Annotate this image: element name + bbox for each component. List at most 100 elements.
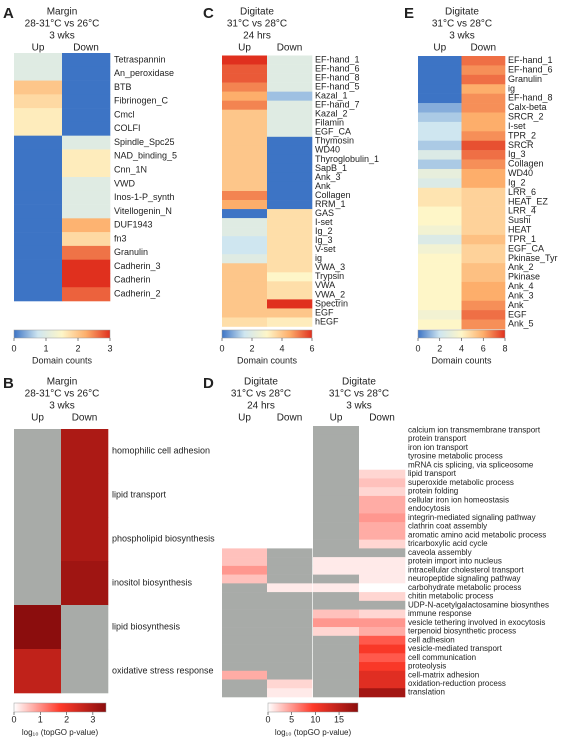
heatmap-cell [62,232,111,247]
heatmap-cell [267,583,313,593]
heatmap-cell [359,548,406,558]
heatmap-cell [222,662,268,672]
row-label: Pkinase [508,272,540,282]
heatmap-cell [418,300,462,311]
row-label: EGF_CA [315,127,351,137]
panel-title: Margin [47,7,78,18]
heatmap-cell [61,605,109,650]
row-label: DUF1943 [114,220,153,230]
heatmap-cell [222,600,268,610]
row-label: LRR_4 [508,206,536,216]
heatmap-cell [222,299,268,309]
heatmap-cell [267,600,313,610]
row-label: ig [508,83,515,93]
row-label: phospholipid biosynthesis [112,533,215,543]
column-label: Up [330,413,343,424]
heatmap-cell [222,200,268,210]
heatmap-cell [222,181,268,192]
colorbar-label: Domain counts [431,355,492,365]
row-label: Ig_3 [508,149,526,159]
heatmap-cell [359,522,406,532]
row-label: Cadherin_3 [114,261,161,271]
heatmap-cell [267,100,313,110]
panel-title: 31°C vs 28°C [432,19,492,30]
heatmap-cell [461,300,506,311]
heatmap-cell [313,679,360,689]
row-label: UDP-N-acetylgalactosamine biosynthes [408,600,549,609]
heatmap-cell [62,245,111,260]
heatmap-cell [267,154,313,165]
heatmap-cell [222,644,268,654]
row-label: Ank_3 [508,290,534,300]
row-label: vesicle tethering involved in exocytosis [408,618,545,627]
heatmap-cell [359,574,406,584]
heatmap-cell [359,530,406,540]
heatmap-cell [418,263,462,273]
panel-title: 24 hrs [247,401,275,412]
colorbar-tick-label: 6 [481,343,486,353]
heatmap-cell [267,434,313,444]
heatmap-cell [313,618,360,628]
row-label: tyrosine metabolic process [408,452,503,461]
colorbar-tick-label: 4 [459,343,464,353]
heatmap-cell [418,234,462,245]
heatmap-cell [267,548,313,558]
heatmap-cell [267,73,313,83]
heatmap-cell [62,190,111,205]
panel-title: 3 wks [449,31,475,42]
heatmap-cell [14,177,63,192]
heatmap-cell [267,469,313,479]
row-label: WD40 [315,145,340,155]
column-label: Up [31,413,44,424]
heatmap-cell [267,281,313,291]
heatmap-cell [461,84,506,94]
heatmap-cell [418,84,462,94]
colorbar-tick-label: 0 [415,343,420,353]
heatmap-cell [313,635,360,645]
panel-title: Digitate [244,377,278,388]
heatmap-cell [267,426,313,436]
row-label: Spindle_Spc25 [114,137,175,147]
heatmap-cell [313,426,360,436]
heatmap-cell [267,662,313,672]
heatmap-cell [267,172,313,183]
heatmap-cell [461,310,506,320]
heatmap-cell [461,93,506,104]
heatmap-cell [222,443,268,453]
heatmap-cell [267,209,313,219]
row-label: HEAT [508,225,532,235]
row-label: VWA_2 [315,289,345,299]
heatmap-cell [461,131,506,142]
heatmap-cell [267,245,313,255]
heatmap-cell [359,565,406,575]
heatmap-cell [461,168,506,179]
heatmap-cell [222,557,268,567]
heatmap-cell [62,94,111,109]
heatmap-cell [267,109,313,120]
row-label: Calx-beta [508,102,547,112]
heatmap-cell [222,163,268,174]
row-label: translation [408,688,445,697]
heatmap-cell [14,53,63,68]
heatmap-cell [267,557,313,567]
heatmap-cell [313,539,360,549]
heatmap-cell [461,187,506,198]
heatmap-cell [14,429,62,474]
heatmap-cell [359,469,406,479]
heatmap-cell [222,127,268,138]
row-label: Granulin [114,247,148,257]
heatmap-cell [14,245,63,260]
heatmap-cell [313,600,360,610]
heatmap-cell [14,108,63,123]
colorbar-tick-label: 1 [43,343,48,353]
colorbar-tick-label: 2 [64,714,69,724]
heatmap-cell [222,478,268,488]
row-label: Filamin [315,118,344,128]
heatmap-cell [267,272,313,282]
heatmap-cell [359,583,406,593]
row-label: chitin metabolic process [408,592,493,601]
colorbar-tick-label: 0 [11,343,16,353]
heatmap-cell [222,191,268,201]
column-label: Up [32,43,45,54]
heatmap-cell [359,426,406,436]
